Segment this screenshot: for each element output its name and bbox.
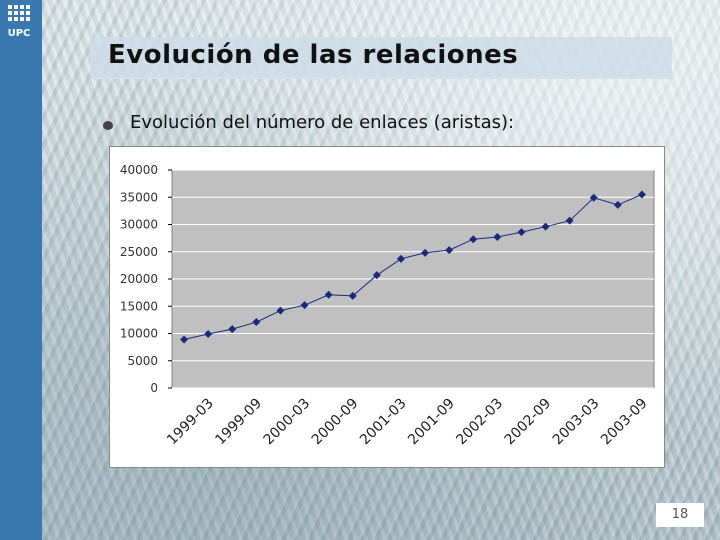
slide-title: Evolución de las relaciones [108,40,519,70]
data-point [637,190,646,199]
series-line [183,194,643,340]
y-tick-label: 40000 [120,163,158,177]
data-point [493,233,502,242]
upc-logo: UPC [8,5,31,39]
x-tick-label: 1999-09 [212,396,265,449]
data-point [276,306,285,315]
x-tick-label: 2000-03 [261,396,314,449]
data-point [445,246,454,255]
y-tick-label: 15000 [120,299,158,313]
data-point [469,235,478,244]
y-tick-label: 25000 [120,245,158,259]
line-chart: 0 5000 10000 15000 20000 25000 30000 35000 40000… [120,163,655,449]
bullet-icon [103,121,113,130]
data-point [396,254,405,263]
data-point [252,318,261,327]
logo-text: UPC [8,28,31,39]
data-point [300,301,309,310]
x-tick-label: 1999-03 [164,396,217,449]
sidebar-band: UPC [0,0,42,540]
data-point [589,193,598,202]
y-tick-label: 20000 [120,272,158,286]
data-point [613,200,622,209]
data-point [421,248,430,257]
data-point [180,335,189,344]
y-tick-label: 30000 [120,218,158,232]
title-band [91,37,672,79]
x-tick-label: 2002-09 [502,396,555,449]
bullet-text: Evolución del número de enlaces (aristas… [130,112,515,133]
y-tick-label: 35000 [120,190,158,204]
y-tick-label: 0 [150,381,158,395]
data-point [372,271,381,280]
y-tick-label: 10000 [120,327,158,341]
x-tick-label: 2001-03 [357,396,410,449]
x-tick-label: 2000-09 [309,396,362,449]
data-point [541,222,550,231]
data-point [204,330,213,339]
data-point [324,290,333,299]
data-point [228,325,237,334]
data-point [517,228,526,237]
x-tick-label: 2003-09 [598,396,651,449]
data-point [565,216,574,225]
chart-frame: 0 5000 10000 15000 20000 25000 30000 35000 40000… [109,146,665,468]
y-tick-label: 5000 [127,354,158,368]
data-point [348,291,357,300]
page-number: 18 [656,503,704,527]
x-tick-label: 2003-03 [550,396,603,449]
x-tick-label: 2002-03 [453,396,506,449]
x-tick-label: 2001-09 [405,396,458,449]
